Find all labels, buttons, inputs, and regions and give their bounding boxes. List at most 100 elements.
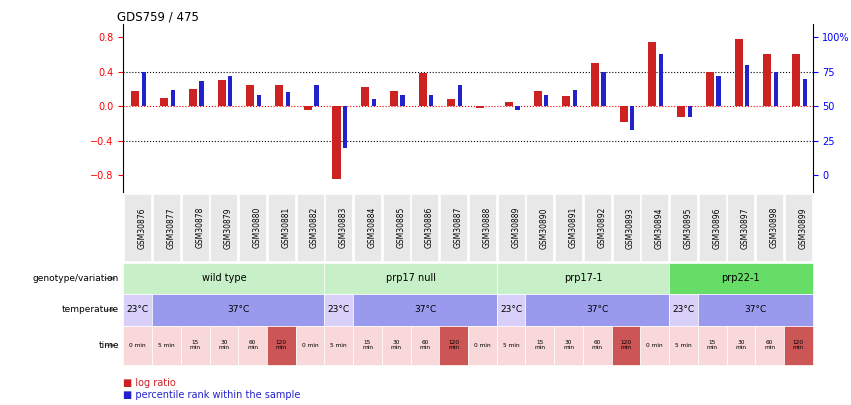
- Text: genotype/variation: genotype/variation: [33, 274, 119, 283]
- Text: GSM30886: GSM30886: [425, 207, 434, 249]
- Text: GSM30892: GSM30892: [597, 207, 606, 249]
- Bar: [189, 89, 197, 106]
- Text: ■ log ratio: ■ log ratio: [123, 378, 176, 388]
- Text: GSM30880: GSM30880: [253, 207, 261, 249]
- Text: GSM30893: GSM30893: [626, 207, 635, 249]
- Text: GSM30877: GSM30877: [167, 207, 175, 249]
- Text: GDS759 / 475: GDS759 / 475: [117, 10, 198, 23]
- Text: 30
min: 30 min: [391, 340, 402, 350]
- Bar: [774, 72, 778, 106]
- Bar: [648, 42, 656, 106]
- Bar: [620, 106, 628, 121]
- Bar: [429, 95, 433, 106]
- Text: 37°C: 37°C: [414, 305, 436, 314]
- Text: 5 min: 5 min: [675, 343, 692, 348]
- Bar: [142, 72, 146, 106]
- Text: 23°C: 23°C: [500, 305, 523, 314]
- Bar: [573, 90, 577, 106]
- Bar: [534, 91, 541, 106]
- Text: wild type: wild type: [202, 273, 246, 283]
- Bar: [802, 79, 807, 106]
- Text: 60
min: 60 min: [591, 340, 603, 350]
- Text: 120
min: 120 min: [620, 340, 631, 350]
- Bar: [257, 95, 261, 106]
- Text: 23°C: 23°C: [328, 305, 350, 314]
- Bar: [516, 106, 520, 110]
- Text: 120
min: 120 min: [276, 340, 287, 350]
- Text: 30
min: 30 min: [563, 340, 574, 350]
- Bar: [218, 80, 226, 106]
- Text: 15
min: 15 min: [706, 340, 717, 350]
- Text: 23°C: 23°C: [672, 305, 694, 314]
- Text: GSM30899: GSM30899: [798, 207, 808, 249]
- Text: prp17-1: prp17-1: [563, 273, 603, 283]
- Text: 37°C: 37°C: [227, 305, 249, 314]
- Bar: [304, 106, 311, 111]
- Text: GSM30884: GSM30884: [368, 207, 376, 249]
- Text: 0 min: 0 min: [129, 343, 146, 348]
- Bar: [717, 76, 721, 106]
- Text: 23°C: 23°C: [127, 305, 149, 314]
- Text: GSM30887: GSM30887: [454, 207, 463, 249]
- Text: 37°C: 37°C: [744, 305, 767, 314]
- Bar: [343, 106, 347, 147]
- Bar: [602, 72, 606, 106]
- Bar: [563, 96, 570, 106]
- Bar: [734, 39, 743, 106]
- Text: prp17 null: prp17 null: [386, 273, 436, 283]
- Text: 0 min: 0 min: [647, 343, 663, 348]
- Text: 15
min: 15 min: [190, 340, 201, 350]
- Text: 37°C: 37°C: [586, 305, 608, 314]
- Text: GSM30895: GSM30895: [683, 207, 693, 249]
- Bar: [131, 91, 140, 106]
- Text: GSM30890: GSM30890: [540, 207, 549, 249]
- Text: 0 min: 0 min: [302, 343, 318, 348]
- Text: GSM30883: GSM30883: [339, 207, 348, 249]
- Bar: [677, 106, 685, 117]
- Text: 30
min: 30 min: [219, 340, 230, 350]
- Bar: [659, 54, 663, 106]
- Text: GSM30894: GSM30894: [654, 207, 664, 249]
- Bar: [705, 72, 714, 106]
- Bar: [275, 85, 283, 106]
- Text: 15
min: 15 min: [534, 340, 545, 350]
- Bar: [390, 91, 398, 106]
- Text: GSM30891: GSM30891: [568, 207, 578, 249]
- Text: 30
min: 30 min: [735, 340, 746, 350]
- Bar: [372, 99, 376, 106]
- Text: GSM30888: GSM30888: [483, 207, 491, 248]
- Bar: [333, 106, 340, 179]
- Text: 5 min: 5 min: [330, 343, 347, 348]
- Text: 5 min: 5 min: [503, 343, 519, 348]
- Bar: [171, 90, 175, 106]
- Bar: [458, 85, 462, 106]
- Bar: [745, 65, 750, 106]
- Bar: [544, 95, 548, 106]
- Bar: [160, 98, 168, 106]
- Bar: [419, 73, 426, 106]
- Bar: [448, 99, 455, 106]
- Bar: [246, 85, 254, 106]
- Bar: [361, 87, 369, 106]
- Text: 0 min: 0 min: [474, 343, 491, 348]
- Text: 15
min: 15 min: [362, 340, 373, 350]
- Bar: [688, 106, 692, 117]
- Text: 120
min: 120 min: [448, 340, 460, 350]
- Text: GSM30882: GSM30882: [310, 207, 319, 248]
- Bar: [476, 106, 484, 108]
- Bar: [228, 76, 232, 106]
- Text: ■ percentile rank within the sample: ■ percentile rank within the sample: [123, 390, 300, 400]
- Text: GSM30878: GSM30878: [195, 207, 204, 249]
- Text: 120
min: 120 min: [793, 340, 804, 350]
- Bar: [763, 54, 771, 106]
- Text: GSM30889: GSM30889: [511, 207, 520, 249]
- Bar: [401, 95, 405, 106]
- Text: GSM30896: GSM30896: [712, 207, 721, 249]
- Text: GSM30897: GSM30897: [741, 207, 750, 249]
- Text: temperature: temperature: [62, 305, 119, 314]
- Bar: [314, 85, 318, 106]
- Bar: [199, 81, 203, 106]
- Text: 60
min: 60 min: [764, 340, 775, 350]
- Bar: [631, 106, 635, 130]
- Bar: [591, 63, 599, 106]
